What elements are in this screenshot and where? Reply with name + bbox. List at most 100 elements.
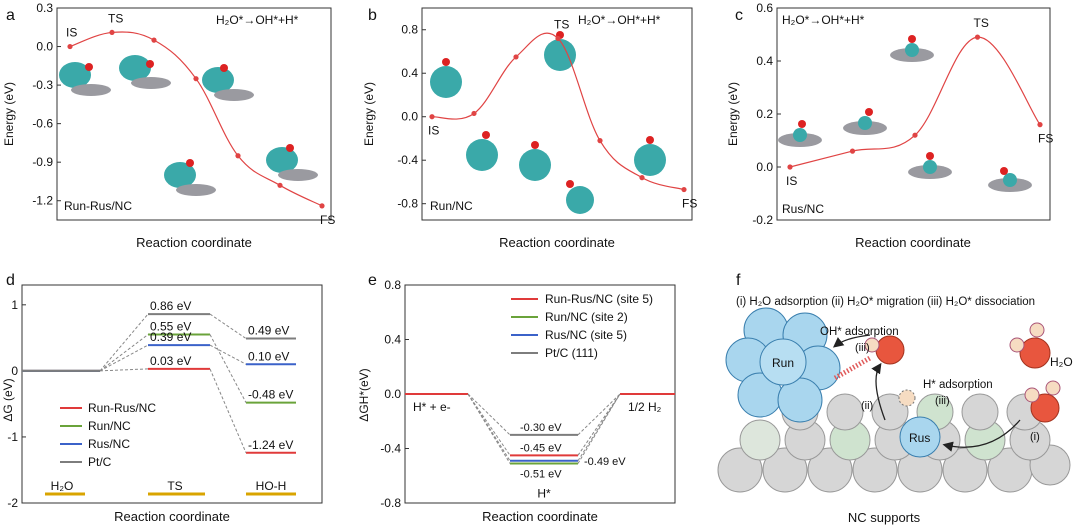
y-tick-label: 0.4 [756,54,773,68]
h-adsorption-label: H* adsorption [923,379,993,391]
state-label-ts: TS [108,11,123,25]
y-tick-label: -0.2 [752,213,773,227]
connector [209,344,247,365]
category-labels-e: H* + e- H* 1/2 H₂ [413,400,662,500]
oh-adsorption-label: OH* adsorption [820,326,899,338]
reaction-label-a: H₂O*→OH*+H* [216,13,299,27]
cluster-fs-b [634,136,666,176]
panel-a: a 0.3 0.0 -0.3 -0.6 -0.9 -1.2 Energy (eV) Rea… [2,1,335,250]
connector [99,334,149,372]
y-tick-label: 0.4 [401,66,418,80]
legend-label: Pt/C (111) [545,346,598,360]
connector [99,344,149,372]
oh-hydrogen-atom [864,337,880,353]
oh-oxygen-atom [875,335,905,365]
molecule-clusters-c [778,35,1032,192]
x-axis-label-c: Reaction coordinate [855,235,971,250]
nc-supports-label: NC supports [848,510,921,525]
panel-f: f (i) H₂O adsorption (ii) H₂O* migration… [717,272,1073,525]
migration-arrow [942,419,1021,452]
state-label-is: IS [66,26,77,40]
energy-curve-c [789,36,1041,168]
category-labels-d: H₂O TS HO-H [45,479,296,496]
y-axis-label-b: Energy (eV) [362,82,376,146]
connector [209,334,247,403]
cluster-int2-c [908,152,952,179]
plot-frame-d [21,284,323,504]
energy-point [471,110,477,117]
state-label-ts: TS [974,16,989,30]
plot-frame-b [421,7,693,221]
y-tick-label: -0.3 [32,78,53,92]
connector [467,393,511,464]
panel-c: c 0.6 0.4 0.2 0.0 -0.2 Energy (eV) Reaction … [726,1,1053,250]
panel-letter-b: b [368,7,377,24]
cluster-int2-b [519,141,551,181]
molecule-clusters-b [430,31,666,214]
y-ticks-b: 0.8 0.4 0.0 -0.4 -0.8 [397,23,426,211]
x-axis-label-e: Reaction coordinate [482,509,598,524]
fs-value-label: -1.24 eV [248,438,293,452]
legend-label: Run/NC [88,419,131,433]
rus-label: Rus [909,431,930,445]
connector [209,313,247,339]
y-tick-label: -1.2 [32,194,53,208]
panel-letter-c: c [735,7,743,24]
y-tick-label: 0.8 [401,23,418,37]
category-label: H* + e- [413,400,451,414]
state-label-fs: FS [1038,132,1053,146]
ts-value-label: 0.39 eV [150,330,191,344]
energy-point [1037,122,1043,128]
process-steps: (i) H₂O adsorption (ii) H₂O* migration (… [736,296,1035,308]
state-labels-c: IS TS FS [786,16,1053,188]
energy-point [193,76,199,82]
category-label: H* [537,486,551,500]
y-tick-label: 0.0 [756,160,773,174]
y-axis-label-c: Energy (eV) [726,82,740,146]
energy-points-b [429,35,687,193]
energy-point [277,182,283,188]
state-label-is: IS [428,124,439,138]
h2o-hydrogen-atom-1 [1009,337,1025,353]
energy-point [319,203,325,209]
y-tick-label: 0.2 [756,107,773,121]
h2o-oxygen-atom [1019,337,1051,369]
ts-value-label: 0.86 eV [150,299,191,313]
fs-value-label: 0.10 eV [248,349,289,363]
y-ticks-a: 0.3 0.0 -0.3 -0.6 -0.9 -1.2 [32,1,61,208]
energy-points-c [787,34,1043,170]
h2o-hydrogen-atom-2 [1029,322,1045,338]
category-label: H₂O [51,479,74,493]
energy-points-a [67,29,325,209]
energy-point [787,164,793,170]
reaction-label-c: H₂O*→OH*+H* [782,13,865,27]
value-label: -0.49 eV [584,456,626,468]
panel-d: d 1 0 -1 -2 ΔG (eV) Reaction coordinate 0.8… [1,272,323,524]
connector [467,393,511,462]
x-axis-label-d: Reaction coordinate [114,509,230,524]
cluster-is-a [59,62,111,96]
catalyst-label-b: Run/NC [430,199,473,213]
connector [99,313,149,372]
legend-label: Rus/NC [88,437,130,451]
connector [209,368,247,453]
energy-point [109,29,115,36]
plot-frame-a [56,7,332,221]
h-adsorbed-atom [898,389,916,407]
cluster-int-a [202,64,254,101]
y-tick-label: -0.8 [380,496,401,510]
y-tick-label: 0.4 [384,333,401,347]
connector [99,368,149,372]
y-tick-label: -0.6 [32,117,53,131]
y-tick-label: 0.0 [36,40,53,54]
oh-adsorption-arrow [832,334,871,348]
category-label: 1/2 H₂ [628,400,662,414]
y-tick-label: 0.0 [401,110,418,124]
cluster-int-b [466,131,498,171]
energy-levels-e: -0.30 eV -0.45 eV -0.51 eV -0.49 eV [405,393,675,480]
legend-label: Run-Rus/NC [88,401,156,415]
energy-point [235,153,241,159]
step-iii-label-2: (iii) [935,395,950,407]
y-axis-label-e: ΔGH*(eV) [357,368,371,421]
value-label: -0.30 eV [520,422,562,434]
